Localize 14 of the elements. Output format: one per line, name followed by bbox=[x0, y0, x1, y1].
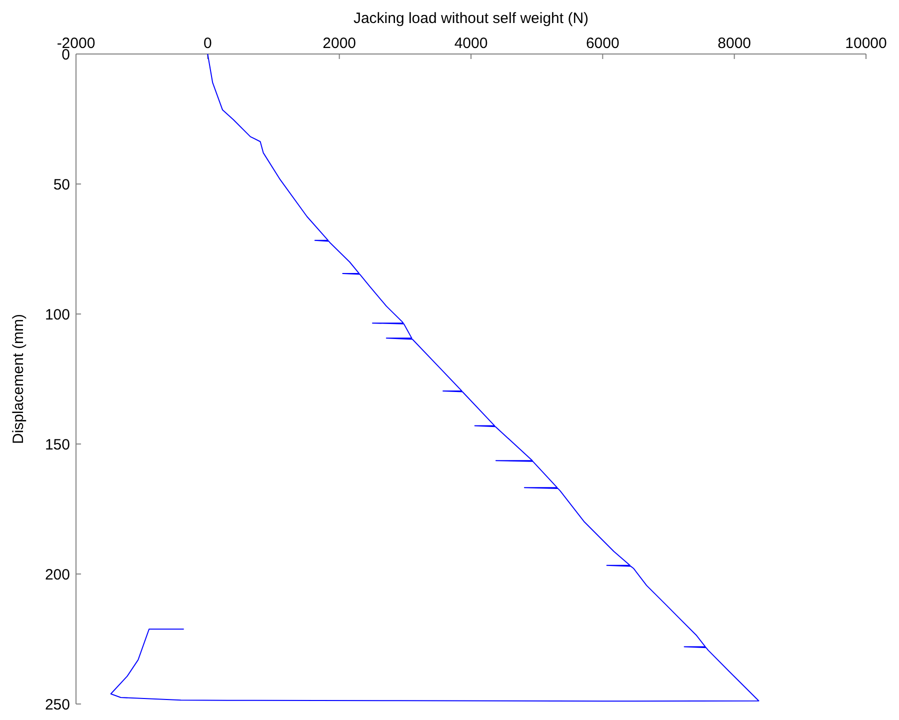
y-tick-label: 100 bbox=[44, 306, 70, 324]
y-tick-label: 150 bbox=[44, 436, 70, 454]
x-tick-label: 6000 bbox=[586, 35, 620, 52]
x-tick-label: 10000 bbox=[845, 35, 887, 52]
x-tick-label: 0 bbox=[203, 35, 212, 52]
x-axis-title: Jacking load without self weight (N) bbox=[353, 10, 589, 27]
x-tick-label: 4000 bbox=[454, 35, 488, 52]
line-series bbox=[110, 54, 760, 702]
y-tick-label: 200 bbox=[44, 566, 70, 584]
x-tick-label: 8000 bbox=[718, 35, 752, 52]
x-tick-label: 2000 bbox=[322, 35, 356, 52]
y-tick-label: 50 bbox=[53, 176, 70, 194]
y-axis-title: Displacement (mm) bbox=[10, 314, 27, 444]
y-tick-label: 250 bbox=[44, 696, 70, 714]
